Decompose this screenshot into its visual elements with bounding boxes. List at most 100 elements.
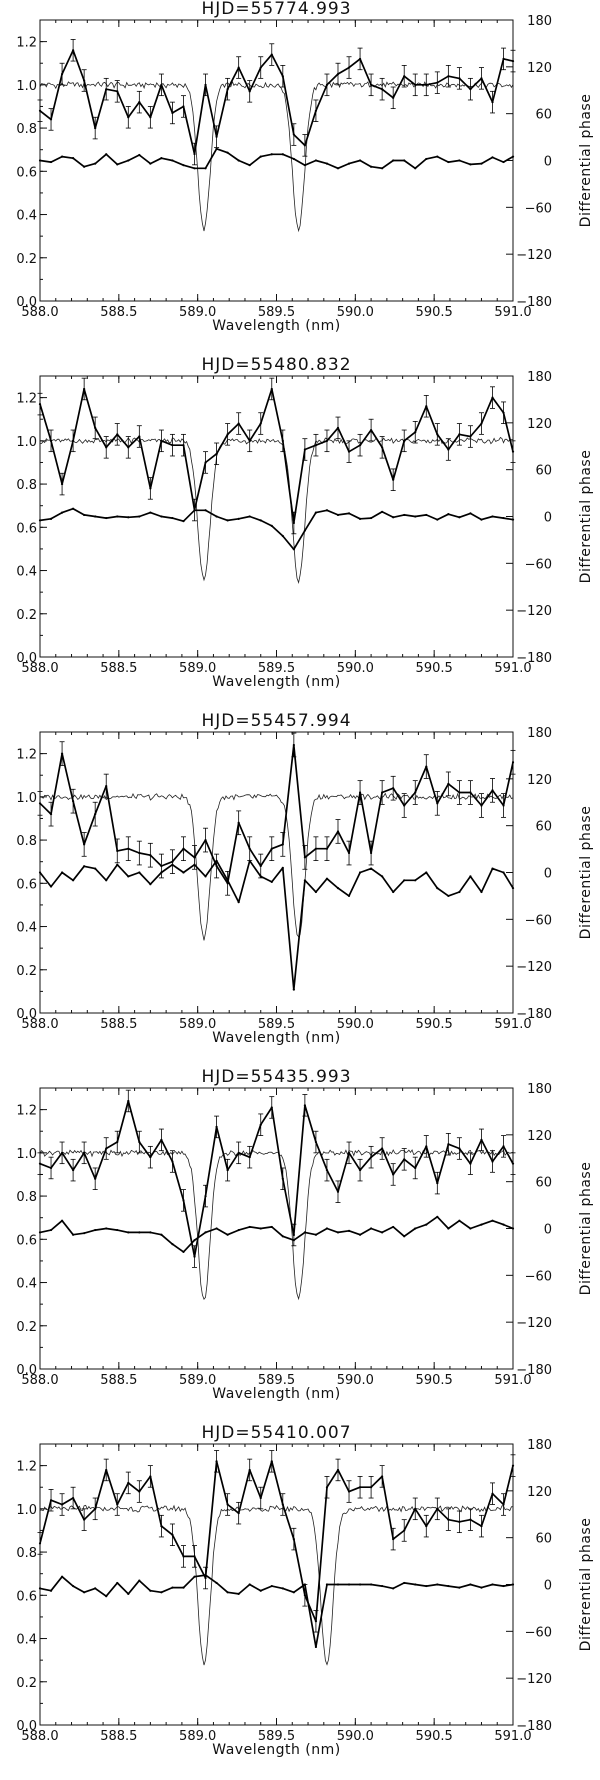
data-point	[480, 1525, 483, 1528]
data-point	[237, 821, 240, 824]
chart-svg: HJD=55774.993 588.0 588.5 589.0 589.5 590.0 59…	[16, 0, 594, 334]
data-point	[336, 887, 340, 890]
data-point	[381, 167, 384, 170]
data-point	[502, 160, 505, 164]
data-point	[447, 513, 450, 516]
data-point	[370, 1583, 373, 1586]
x-tick-label: 589.5	[258, 1729, 295, 1744]
data-point	[94, 515, 97, 518]
data-point	[138, 153, 141, 157]
data-point	[226, 519, 229, 522]
data-point	[72, 1233, 75, 1236]
data-point	[292, 1239, 295, 1242]
data-point	[160, 864, 163, 868]
data-point	[127, 1099, 130, 1103]
data-point	[347, 512, 351, 515]
y-tick-label: 0.8	[16, 834, 37, 849]
data-point	[336, 72, 340, 76]
data-point	[347, 162, 351, 165]
y2-tick-label: 60	[535, 1532, 552, 1547]
data-point	[182, 1555, 185, 1558]
data-point	[105, 1595, 108, 1598]
y2-tick-label: 120	[527, 773, 552, 788]
chart-panel: HJD=55410.007 588.0 588.5 589.0 589.5 590.0 59…	[0, 1424, 600, 1780]
data-point	[403, 804, 406, 807]
x-tick-label: 588.0	[21, 305, 58, 320]
data-point	[447, 75, 450, 78]
x-tick-label: 588.5	[100, 1729, 137, 1744]
differential-flux-series-line	[39, 1460, 514, 1623]
x-tick-label: 589.5	[258, 1373, 295, 1388]
data-point	[325, 83, 329, 86]
data-point	[314, 1620, 318, 1623]
data-point	[511, 518, 515, 521]
x-axis-label: Wavelength (nm)	[212, 674, 340, 690]
data-point	[358, 159, 362, 162]
data-point	[149, 1231, 152, 1234]
data-point	[370, 1486, 373, 1489]
y-tick-label: 0.2	[16, 1320, 37, 1335]
data-point	[502, 871, 505, 874]
data-point	[49, 1228, 53, 1232]
data-point	[138, 871, 141, 874]
data-point	[303, 529, 306, 532]
data-point	[491, 1219, 494, 1222]
y2-axis-label: Differential phase	[578, 450, 594, 584]
data-point	[270, 153, 273, 156]
y-tick-label: 0.0	[16, 1007, 37, 1022]
data-point	[127, 159, 130, 162]
x-tick-label: 590.0	[337, 661, 374, 676]
data-point	[204, 83, 207, 86]
data-point	[171, 1533, 174, 1536]
data-point	[325, 439, 329, 442]
data-point	[502, 57, 505, 61]
data-point	[511, 450, 515, 453]
reference-spectrum-line	[39, 1149, 514, 1301]
data-point	[259, 875, 262, 878]
data-point	[49, 439, 53, 442]
y-tick-label: 1.2	[16, 1104, 37, 1119]
data-point	[226, 1169, 229, 1172]
data-point	[226, 1233, 229, 1236]
data-point	[171, 516, 174, 520]
data-point	[281, 1587, 284, 1590]
chart-title: HJD=55410.007	[201, 1424, 351, 1443]
data-point	[160, 871, 163, 874]
data-point	[392, 478, 395, 481]
data-point	[336, 1231, 340, 1234]
data-point	[215, 135, 218, 138]
data-point	[171, 159, 174, 162]
data-point	[436, 518, 439, 521]
y-tick-label: 0.2	[16, 608, 37, 623]
data-point	[502, 411, 505, 414]
data-point	[171, 863, 174, 866]
data-point	[491, 515, 494, 518]
data-point	[105, 1227, 108, 1230]
y2-tick-label: 0	[544, 511, 552, 526]
y-tick-label: 0.2	[16, 964, 37, 979]
data-point	[458, 791, 461, 794]
data-point	[138, 851, 141, 855]
data-point	[38, 1231, 42, 1234]
data-point	[215, 859, 218, 862]
data-point	[182, 1586, 185, 1589]
data-point	[511, 887, 515, 890]
data-point	[502, 804, 505, 807]
data-point	[381, 446, 384, 449]
data-point	[281, 1503, 284, 1506]
data-point	[149, 883, 152, 886]
differential-phase-series-line	[39, 859, 514, 991]
data-point	[511, 1583, 515, 1586]
data-point	[38, 159, 42, 162]
x-tick-label: 589.5	[258, 1017, 295, 1032]
data-point	[204, 1194, 207, 1198]
data-point	[83, 165, 86, 168]
y2-tick-label: 0	[544, 155, 552, 170]
data-point	[127, 875, 130, 878]
data-point	[347, 450, 351, 453]
data-point	[458, 159, 461, 162]
y-tick-label: 1.0	[16, 1503, 37, 1518]
y2-tick-label: 0	[544, 867, 552, 882]
differential-phase-series-line	[39, 507, 514, 551]
data-point	[358, 1169, 362, 1172]
